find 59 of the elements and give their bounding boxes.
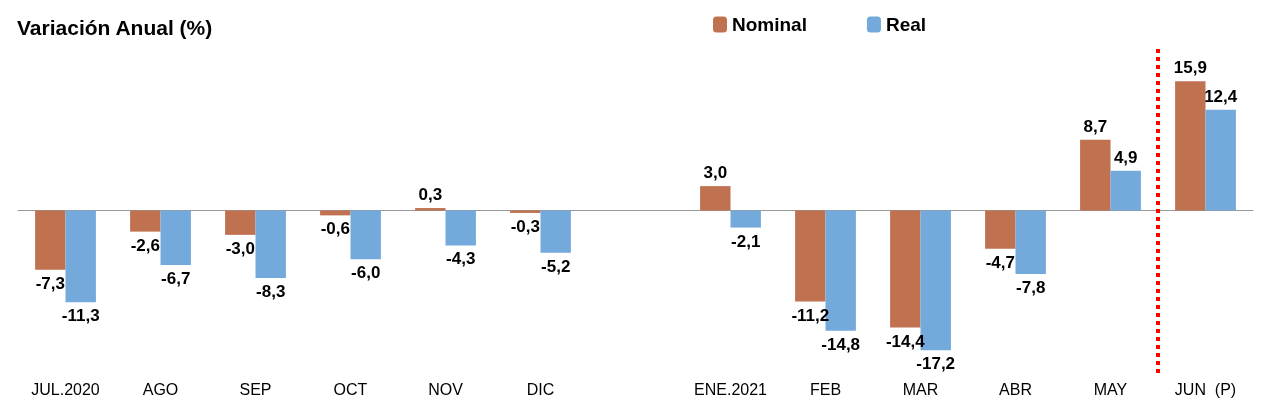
bar	[1110, 170, 1141, 211]
bar	[65, 210, 96, 303]
data-label: -14,8	[821, 334, 861, 354]
x-tick-label: FEB	[809, 380, 842, 398]
x-tick-label: OCT	[333, 380, 368, 398]
bar	[225, 210, 256, 235]
data-label: 12,4	[1204, 86, 1238, 106]
x-tick-label: SEP	[239, 380, 272, 398]
bar	[350, 210, 381, 260]
data-label: 0,3	[418, 185, 443, 205]
data-label: -11,3	[61, 306, 100, 326]
data-label: 3,0	[703, 163, 728, 183]
bar	[985, 210, 1016, 249]
bar	[1015, 210, 1046, 274]
x-tick-label: ENE.2021	[694, 380, 768, 398]
x-tick-label: JUL.2020	[31, 380, 100, 398]
x-tick-label: MAY	[1093, 380, 1128, 398]
data-label: -2,1	[731, 231, 761, 251]
data-label: 4,9	[1113, 147, 1138, 167]
x-tick-label: MAR	[902, 380, 939, 398]
data-label: -4,7	[985, 252, 1015, 272]
data-label: -6,0	[351, 263, 381, 283]
bar	[255, 210, 286, 278]
data-label: 15,9	[1173, 58, 1207, 78]
bar	[160, 210, 191, 265]
bar	[1080, 139, 1111, 211]
legend-label: Real	[885, 14, 927, 35]
data-label: -2,6	[130, 235, 160, 255]
data-label: -14,4	[885, 331, 926, 351]
bar	[415, 208, 446, 211]
legend-label: Nominal	[732, 14, 807, 35]
x-tick-label: JUN (P)	[1174, 380, 1237, 398]
data-label: -4,3	[446, 249, 476, 269]
data-label: -3,0	[225, 238, 255, 258]
data-label: -5,2	[541, 256, 571, 276]
bar	[445, 210, 476, 246]
data-label: 8,7	[1083, 116, 1108, 136]
data-label: -0,6	[320, 219, 350, 239]
data-label: -7,8	[1016, 277, 1046, 297]
data-label: -17,2	[916, 354, 956, 374]
bar	[1205, 109, 1236, 211]
chart-title: Variación Anual (%)	[17, 16, 213, 39]
x-tick-label: AGO	[142, 380, 179, 398]
x-tick-label: ABR	[999, 380, 1032, 398]
x-tick-label: DIC	[526, 380, 555, 398]
bar	[700, 186, 731, 211]
bar	[795, 210, 826, 302]
x-tick-label: NOV	[428, 380, 464, 398]
data-label: -7,3	[35, 273, 65, 293]
bar	[890, 210, 921, 328]
bar	[730, 210, 761, 228]
bar	[540, 210, 571, 253]
data-label: -0,3	[510, 216, 540, 236]
data-label: -8,3	[256, 281, 286, 301]
data-label: -11,2	[791, 305, 830, 325]
bar	[130, 210, 161, 232]
data-label: -6,7	[161, 268, 191, 288]
bar	[35, 210, 66, 270]
bar	[1175, 81, 1206, 211]
